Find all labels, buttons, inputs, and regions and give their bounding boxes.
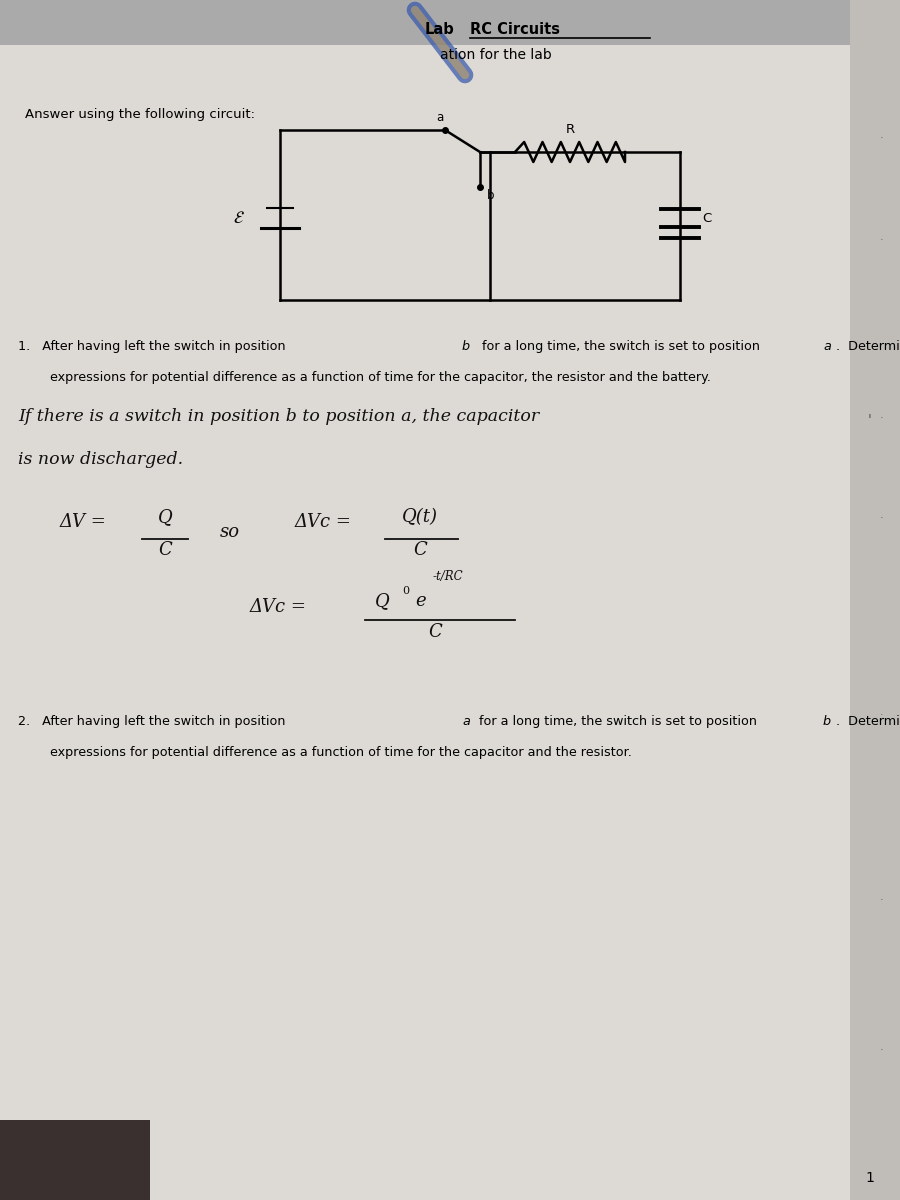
Text: C: C [428, 623, 442, 641]
Text: 2.   After having left the switch in position: 2. After having left the switch in posit… [18, 715, 290, 728]
Text: b: b [462, 340, 470, 353]
Text: a: a [436, 110, 444, 124]
Text: b: b [487, 188, 494, 202]
Text: Q: Q [375, 592, 390, 610]
Text: -t/RC: -t/RC [433, 570, 464, 583]
Text: ·: · [880, 710, 884, 720]
Text: ·: · [880, 133, 884, 143]
Text: 0: 0 [402, 586, 410, 596]
Text: C: C [702, 211, 711, 224]
Text: R: R [565, 124, 574, 136]
Text: e: e [415, 592, 426, 610]
Text: expressions for potential difference as a function of time for the capacitor, th: expressions for potential difference as … [50, 371, 711, 384]
Bar [850, 0, 900, 1200]
Text: ·: · [880, 235, 884, 245]
Text: a: a [462, 715, 470, 728]
Text: ·: · [880, 1045, 884, 1055]
Text: ·: · [880, 413, 884, 422]
Bar [0, 0, 900, 44]
Text: ': ' [868, 413, 872, 427]
Text: RC Circuits: RC Circuits [470, 22, 560, 37]
Text: Answer using the following circuit:: Answer using the following circuit: [25, 108, 255, 121]
Text: is now discharged.: is now discharged. [18, 451, 183, 468]
Text: $\mathcal{E}$: $\mathcal{E}$ [233, 209, 245, 227]
Text: for a long time, the switch is set to position: for a long time, the switch is set to po… [475, 715, 761, 728]
Text: .  Determine the: . Determine the [836, 340, 900, 353]
Text: 1.   After having left the switch in position: 1. After having left the switch in posit… [18, 340, 290, 353]
Text: a: a [823, 340, 831, 353]
Text: so: so [220, 523, 240, 541]
Text: ation for the lab: ation for the lab [440, 48, 552, 62]
Text: ΔV =: ΔV = [60, 514, 107, 530]
Text: If there is a switch in position b to position a, the capacitor: If there is a switch in position b to po… [18, 408, 539, 425]
Text: .  Determine the: . Determine the [836, 715, 900, 728]
Text: 1: 1 [866, 1171, 875, 1186]
Text: C: C [158, 541, 172, 559]
Text: ·: · [880, 895, 884, 905]
Text: b: b [823, 715, 831, 728]
Text: ΔVc =: ΔVc = [250, 598, 307, 616]
Text: ·: · [880, 514, 884, 523]
Text: Lab: Lab [425, 22, 454, 37]
Text: Q(t): Q(t) [402, 508, 438, 526]
Text: C: C [413, 541, 427, 559]
Text: Q: Q [158, 508, 173, 526]
Bar [0, 1120, 150, 1200]
Text: for a long time, the switch is set to position: for a long time, the switch is set to po… [478, 340, 764, 353]
Text: expressions for potential difference as a function of time for the capacitor and: expressions for potential difference as … [50, 746, 632, 758]
Text: ΔVc =: ΔVc = [295, 514, 352, 530]
